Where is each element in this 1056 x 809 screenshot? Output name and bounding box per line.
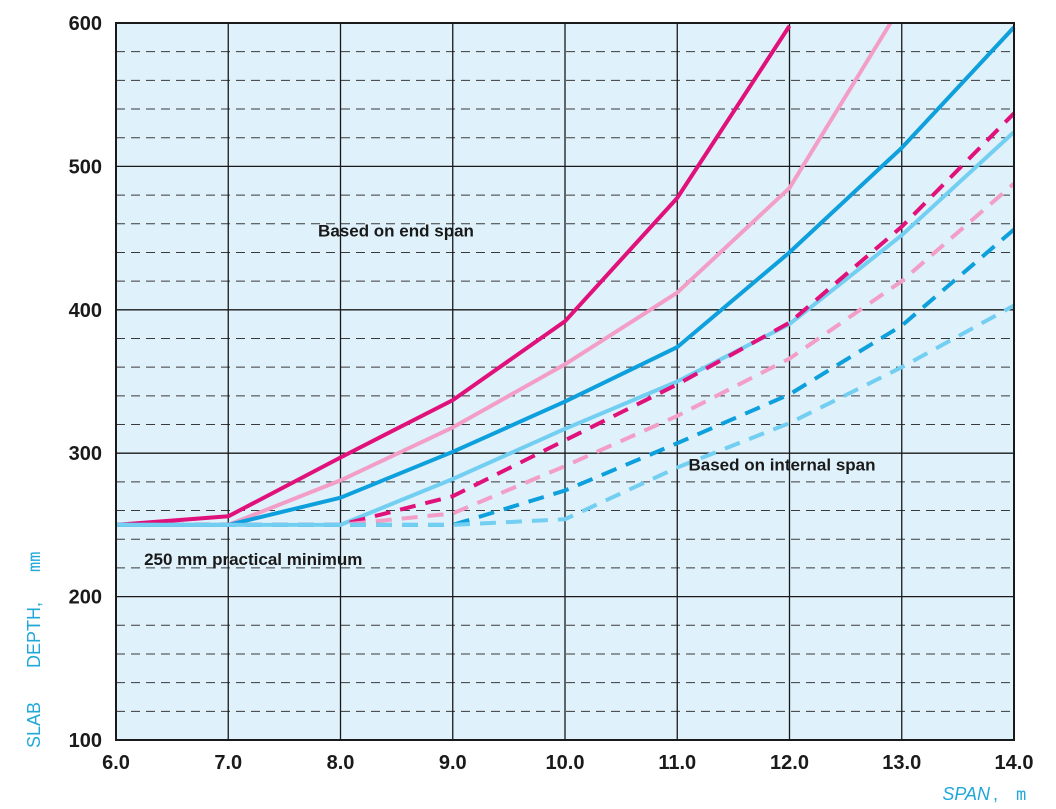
- x-tick-label: 9.0: [439, 752, 467, 774]
- x-tick-label: 7.0: [214, 752, 242, 774]
- x-tick-label: 12.0: [770, 752, 809, 774]
- x-tick-label: 10.0: [546, 752, 585, 774]
- y-tick-label: 600: [69, 13, 102, 35]
- plot-frame: [115, 22, 1015, 741]
- y-tick-label: 400: [69, 300, 102, 322]
- annotation-label: 250 mm practical minimum: [144, 550, 362, 569]
- series-line-8: [116, 303, 1015, 527]
- series-line-4: [116, 130, 1016, 527]
- x-axis-comma: ,: [993, 784, 998, 804]
- y-tick-label: 200: [69, 587, 102, 609]
- x-tick-label: 13.0: [882, 752, 921, 774]
- annotations: Based on end span Based on internal span 2…: [144, 222, 875, 569]
- y-axis-title-word-2: DEPTH,: [24, 602, 44, 668]
- y-axis-title-word-1: SLAB: [24, 702, 44, 748]
- x-axis-title: SPAN: [942, 784, 991, 804]
- annotation-label: Based on internal span: [688, 455, 875, 474]
- annotation-label: Based on end span: [318, 222, 474, 241]
- x-axis-unit: m: [1016, 785, 1026, 805]
- y-axis-unit: mm: [25, 552, 45, 572]
- series-line-2: [116, 21, 893, 527]
- y-tick-label: 500: [69, 156, 102, 178]
- x-tick-label: 11.0: [658, 752, 696, 774]
- x-tick-label: 14.0: [995, 752, 1034, 774]
- series-line-5: [116, 111, 1016, 527]
- y-tick-label: 100: [69, 730, 102, 752]
- y-tick-label: 300: [69, 443, 102, 465]
- x-tick-labels: 6.0 7.0 8.0 9.0 10.0 11.0 12.0 13.0 14.0: [102, 752, 1033, 774]
- x-tick-label: 8.0: [327, 752, 355, 774]
- x-tick-label: 6.0: [102, 752, 130, 774]
- series-lines: [115, 21, 1016, 527]
- y-tick-labels: 100 200 300 400 500 600: [69, 13, 102, 752]
- series-line-1: [115, 24, 792, 527]
- series-line-3: [116, 25, 1016, 527]
- series-line-7: [116, 227, 1016, 527]
